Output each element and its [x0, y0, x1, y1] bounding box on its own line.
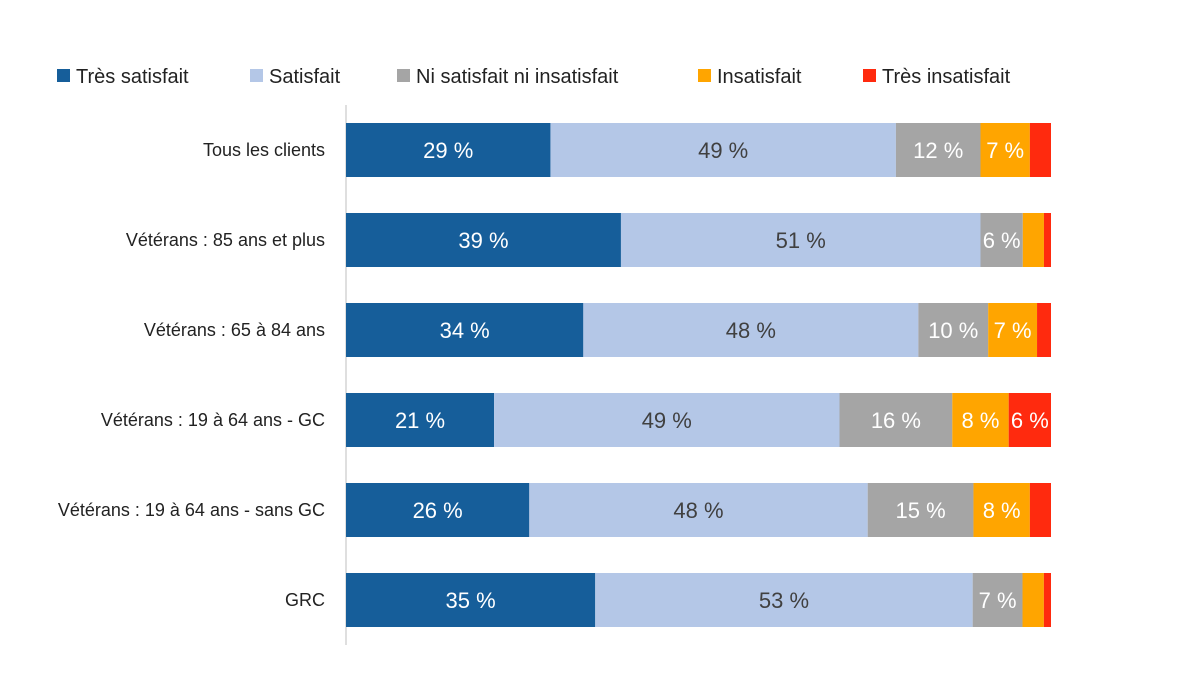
legend-swatch — [397, 69, 410, 82]
bar-segment — [867, 483, 974, 537]
bar-segment — [980, 123, 1030, 177]
bar-segment — [550, 123, 896, 177]
bar-segment — [895, 123, 981, 177]
data-label: 49 % — [698, 138, 748, 163]
category-label: Vétérans : 85 ans et plus — [126, 230, 325, 250]
bar-segment — [346, 393, 495, 447]
legend-swatch — [250, 69, 263, 82]
data-label: 48 % — [726, 318, 776, 343]
bar-segment — [1029, 483, 1051, 537]
bar-segment — [839, 393, 953, 447]
legend-swatch — [57, 69, 70, 82]
legend-swatch — [698, 69, 711, 82]
bar-segment — [1022, 573, 1044, 627]
bar-segment — [988, 303, 1038, 357]
bar-segment — [620, 213, 981, 267]
data-label: 34 % — [440, 318, 490, 343]
data-label: 35 % — [446, 588, 496, 613]
legend-swatch — [863, 69, 876, 82]
bar-segment — [346, 213, 621, 267]
bar-segment — [1029, 123, 1051, 177]
bar-segment — [972, 573, 1023, 627]
bar-segment — [346, 483, 530, 537]
bar-segment — [583, 303, 919, 357]
legend-label: Ni satisfait ni insatisfait — [416, 66, 619, 88]
data-label: 21 % — [395, 408, 445, 433]
legend-label: Très satisfait — [76, 66, 189, 88]
bar-segment — [980, 213, 1023, 267]
bar-segment — [1008, 393, 1051, 447]
data-label: 6 % — [1011, 408, 1049, 433]
data-label: 10 % — [928, 318, 978, 343]
bar-segment — [346, 123, 551, 177]
data-label: 49 % — [642, 408, 692, 433]
bar-segment — [346, 573, 596, 627]
data-label: 7 % — [979, 588, 1017, 613]
bar-segment — [1043, 573, 1051, 627]
category-label: Vétérans : 19 à 64 ans - GC — [101, 410, 325, 430]
data-label: 39 % — [458, 228, 508, 253]
legend-label: Insatisfait — [717, 66, 802, 88]
bar-segment — [973, 483, 1030, 537]
bar-segment — [918, 303, 989, 357]
bar-segment — [1043, 213, 1051, 267]
bar-segment — [494, 393, 840, 447]
data-label: 8 % — [962, 408, 1000, 433]
data-label: 6 % — [983, 228, 1021, 253]
bar-segment — [346, 303, 584, 357]
data-label: 16 % — [871, 408, 921, 433]
data-label: 51 % — [776, 228, 826, 253]
category-label: Vétérans : 19 à 64 ans - sans GC — [58, 500, 325, 520]
bar-segment — [1022, 213, 1044, 267]
data-label: 48 % — [673, 498, 723, 523]
legend-label: Satisfait — [269, 66, 341, 88]
legend-label: Très insatisfait — [882, 66, 1011, 88]
data-label: 26 % — [413, 498, 463, 523]
category-label: Vétérans : 65 à 84 ans — [144, 320, 325, 340]
data-label: 29 % — [423, 138, 473, 163]
category-label: GRC — [285, 590, 325, 610]
bar-segment — [952, 393, 1009, 447]
data-label: 7 % — [986, 138, 1024, 163]
data-label: 12 % — [913, 138, 963, 163]
bar-segment — [1037, 303, 1051, 357]
bar-segment — [595, 573, 973, 627]
data-label: 7 % — [994, 318, 1032, 343]
data-label: 53 % — [759, 588, 809, 613]
data-label: 8 % — [983, 498, 1021, 523]
category-label: Tous les clients — [203, 140, 325, 160]
bar-segment — [529, 483, 868, 537]
data-label: 15 % — [895, 498, 945, 523]
